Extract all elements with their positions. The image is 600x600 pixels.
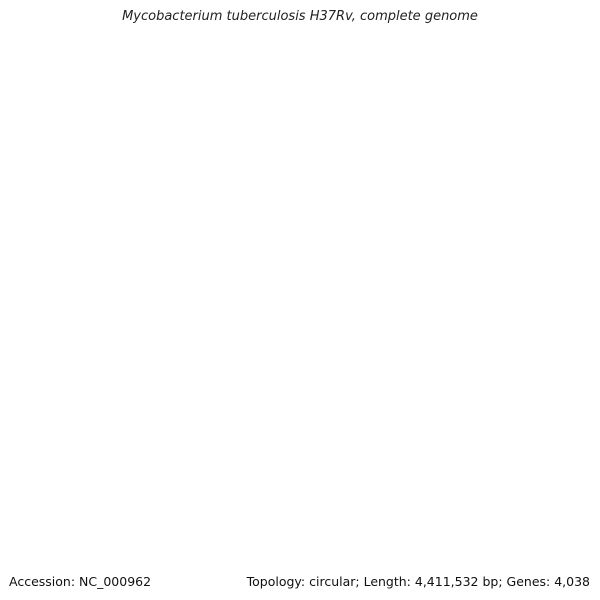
accession-text: Accession: NC_000962 [9,574,152,589]
map-title: Mycobacterium tuberculosis H37Rv, comple… [122,9,478,24]
topology-text: Topology: circular; Length: 4,411,532 bp… [246,574,590,589]
